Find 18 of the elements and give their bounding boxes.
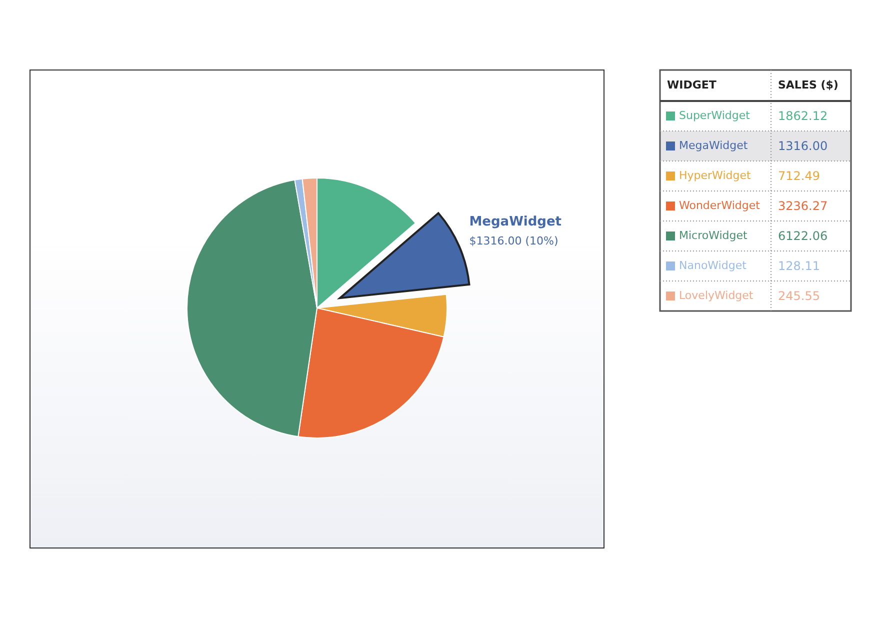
legend-label: SuperWidget xyxy=(679,109,751,122)
data-label: 1316.00 xyxy=(778,139,828,153)
data-label: 6122.06 xyxy=(778,229,828,243)
slice-label: MegaWidget xyxy=(469,214,562,230)
data-label: 3236.27 xyxy=(778,199,828,213)
data-label: 712.49 xyxy=(778,169,820,183)
legend-label: LovelyWidget xyxy=(679,289,754,302)
legend-label: MegaWidget xyxy=(679,139,748,152)
text: WIDGET xyxy=(667,78,717,92)
legend-label: HyperWidget xyxy=(679,169,752,182)
data-label: 128.11 xyxy=(778,259,820,273)
legend-label: NanoWidget xyxy=(679,259,748,272)
data-label: 1862.12 xyxy=(778,109,828,123)
text: SALES ($) xyxy=(778,78,838,92)
legend-label: WonderWidget xyxy=(679,199,761,212)
data-label: 245.55 xyxy=(778,289,820,303)
text: $1316.00 (10%) xyxy=(469,234,558,248)
legend-label: MicroWidget xyxy=(679,229,748,242)
